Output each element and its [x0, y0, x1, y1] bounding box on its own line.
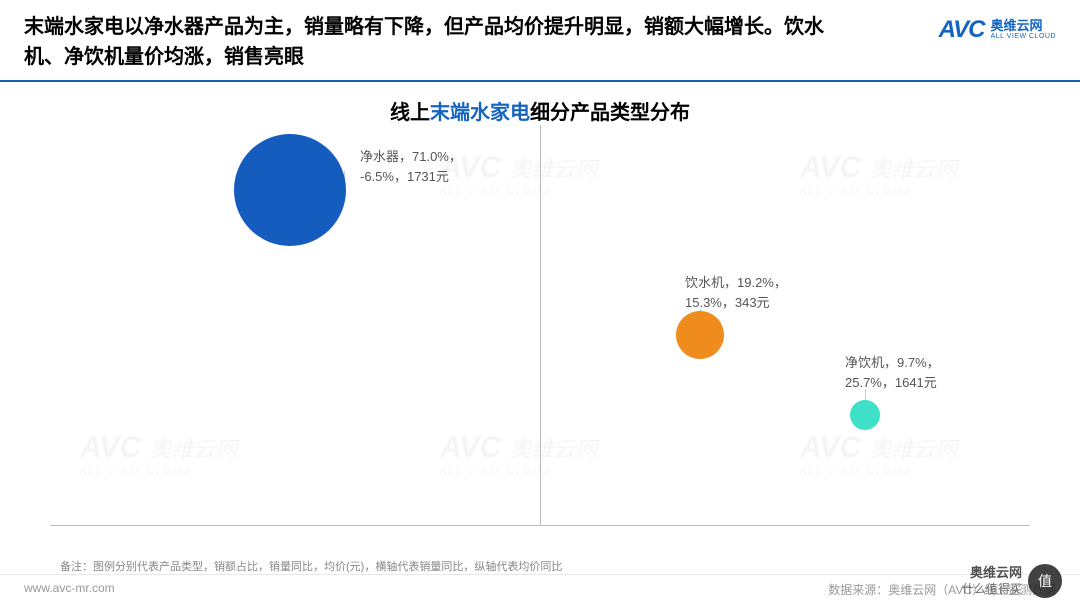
page-title: 末端水家电以净水器产品为主，销量略有下降，但产品均价提升明显，销额大幅增长。饮水… — [24, 12, 844, 72]
chart-title: 线上末端水家电细分产品类型分布 — [0, 96, 1080, 125]
logo-cn: 奥维云网 — [991, 19, 1056, 33]
footer: www.avc-mr.com 数据来源：奥维云网（AVC）线上监测数据 — [0, 574, 1080, 608]
header: 末端水家电以净水器产品为主，销量略有下降，但产品均价提升明显，销额大幅增长。饮水… — [0, 0, 1080, 82]
x-axis — [50, 525, 1030, 526]
logo: AVC 奥维云网 ALL VIEW CLOUD — [939, 16, 1056, 44]
bubble-净水器 — [234, 134, 346, 246]
badge-line2: 什么值得买 — [962, 582, 1022, 598]
bubble-饮水机 — [676, 311, 724, 359]
chart-title-highlight: 末端水家电 — [430, 102, 530, 124]
bubble-chart: 净水器，71.0%，-6.5%，1731元饮水机，19.2%，15.3%，343… — [50, 125, 1030, 525]
logo-text: 奥维云网 ALL VIEW CLOUD — [991, 19, 1056, 41]
badge-icon: 值 — [1028, 564, 1062, 598]
badge-line1: 奥维云网 — [970, 565, 1022, 582]
bubble-label-饮水机: 饮水机，19.2%，15.3%，343元 — [685, 273, 787, 312]
logo-en: ALL VIEW CLOUD — [991, 33, 1056, 41]
footnote: 备注：图例分别代表产品类型，销额占比，销量同比，均价(元)，横轴代表销量同比，纵… — [60, 558, 562, 574]
chart-title-suffix: 细分产品类型分布 — [530, 102, 690, 124]
bubble-净饮机 — [850, 400, 880, 430]
bubble-label-净水器: 净水器，71.0%，-6.5%，1731元 — [360, 147, 462, 186]
bubble-label-净饮机: 净饮机，9.7%，25.7%，1641元 — [845, 353, 940, 392]
logo-mark-icon: AVC — [939, 16, 985, 44]
y-axis — [540, 125, 541, 525]
corner-badge: 奥维云网 什么值得买 值 — [962, 564, 1062, 598]
chart-title-prefix: 线上 — [390, 102, 430, 124]
footer-url: www.avc-mr.com — [24, 581, 115, 598]
